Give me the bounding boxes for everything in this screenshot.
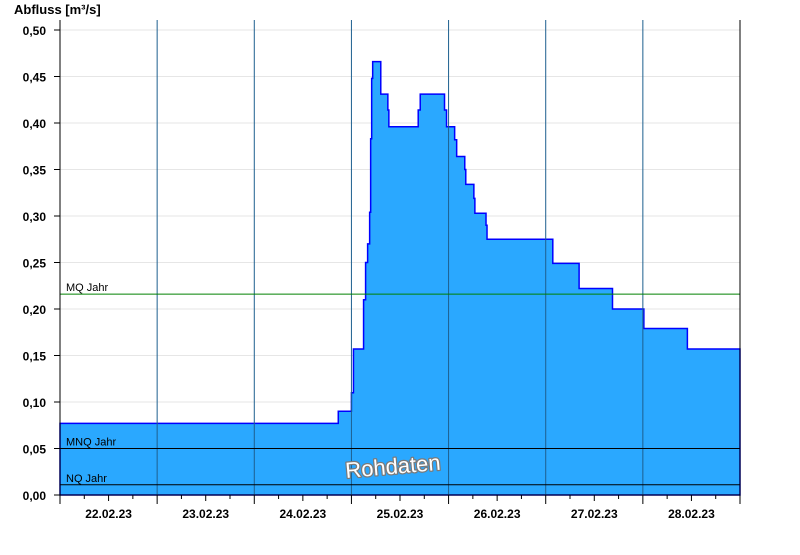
y-tick-label: 0,25 bbox=[23, 257, 47, 271]
x-tick-label: 24.02.23 bbox=[279, 507, 326, 521]
y-tick-label: 0,35 bbox=[23, 164, 47, 178]
x-tick-label: 27.02.23 bbox=[571, 507, 618, 521]
day-gridlines bbox=[156, 20, 644, 495]
y-tick-label: 0,10 bbox=[23, 396, 47, 410]
y-tick-label: 0,05 bbox=[23, 443, 47, 457]
discharge-area bbox=[59, 60, 741, 496]
reference-lines: MQ Jahr MNQ Jahr NQ Jahr bbox=[60, 282, 740, 486]
y-tick-label: 0,50 bbox=[23, 24, 47, 38]
y-tick-label: 0,30 bbox=[23, 210, 47, 224]
y-tick-label: 0,20 bbox=[23, 303, 47, 317]
x-tick-label: 28.02.23 bbox=[668, 507, 715, 521]
reference-line-label: MQ Jahr bbox=[66, 282, 109, 294]
x-tick-label: 23.02.23 bbox=[182, 507, 229, 521]
reference-line-label: NQ Jahr bbox=[66, 473, 107, 485]
reference-line-label: MNQ Jahr bbox=[66, 437, 116, 449]
y-tick-label: 0,00 bbox=[23, 489, 47, 503]
x-tick-label: 22.02.23 bbox=[85, 507, 132, 521]
x-ticks: 22.02.23 23.02.23 24.02.23 25.02.23 26.02.23… bbox=[59, 495, 741, 521]
y-tick-label: 0,45 bbox=[23, 71, 47, 85]
y-tick-label: 0,40 bbox=[23, 117, 47, 131]
y-axis-label: Abfluss [m³/s] bbox=[14, 2, 101, 17]
y-tick-label: 0,15 bbox=[23, 350, 47, 364]
x-tick-label: 26.02.23 bbox=[474, 507, 521, 521]
x-tick-label: 25.02.23 bbox=[377, 507, 424, 521]
y-ticks: 0,00 0,05 0,10 0,15 0,20 0,25 0,30 0,35 0,40 0,45… bbox=[23, 24, 60, 503]
